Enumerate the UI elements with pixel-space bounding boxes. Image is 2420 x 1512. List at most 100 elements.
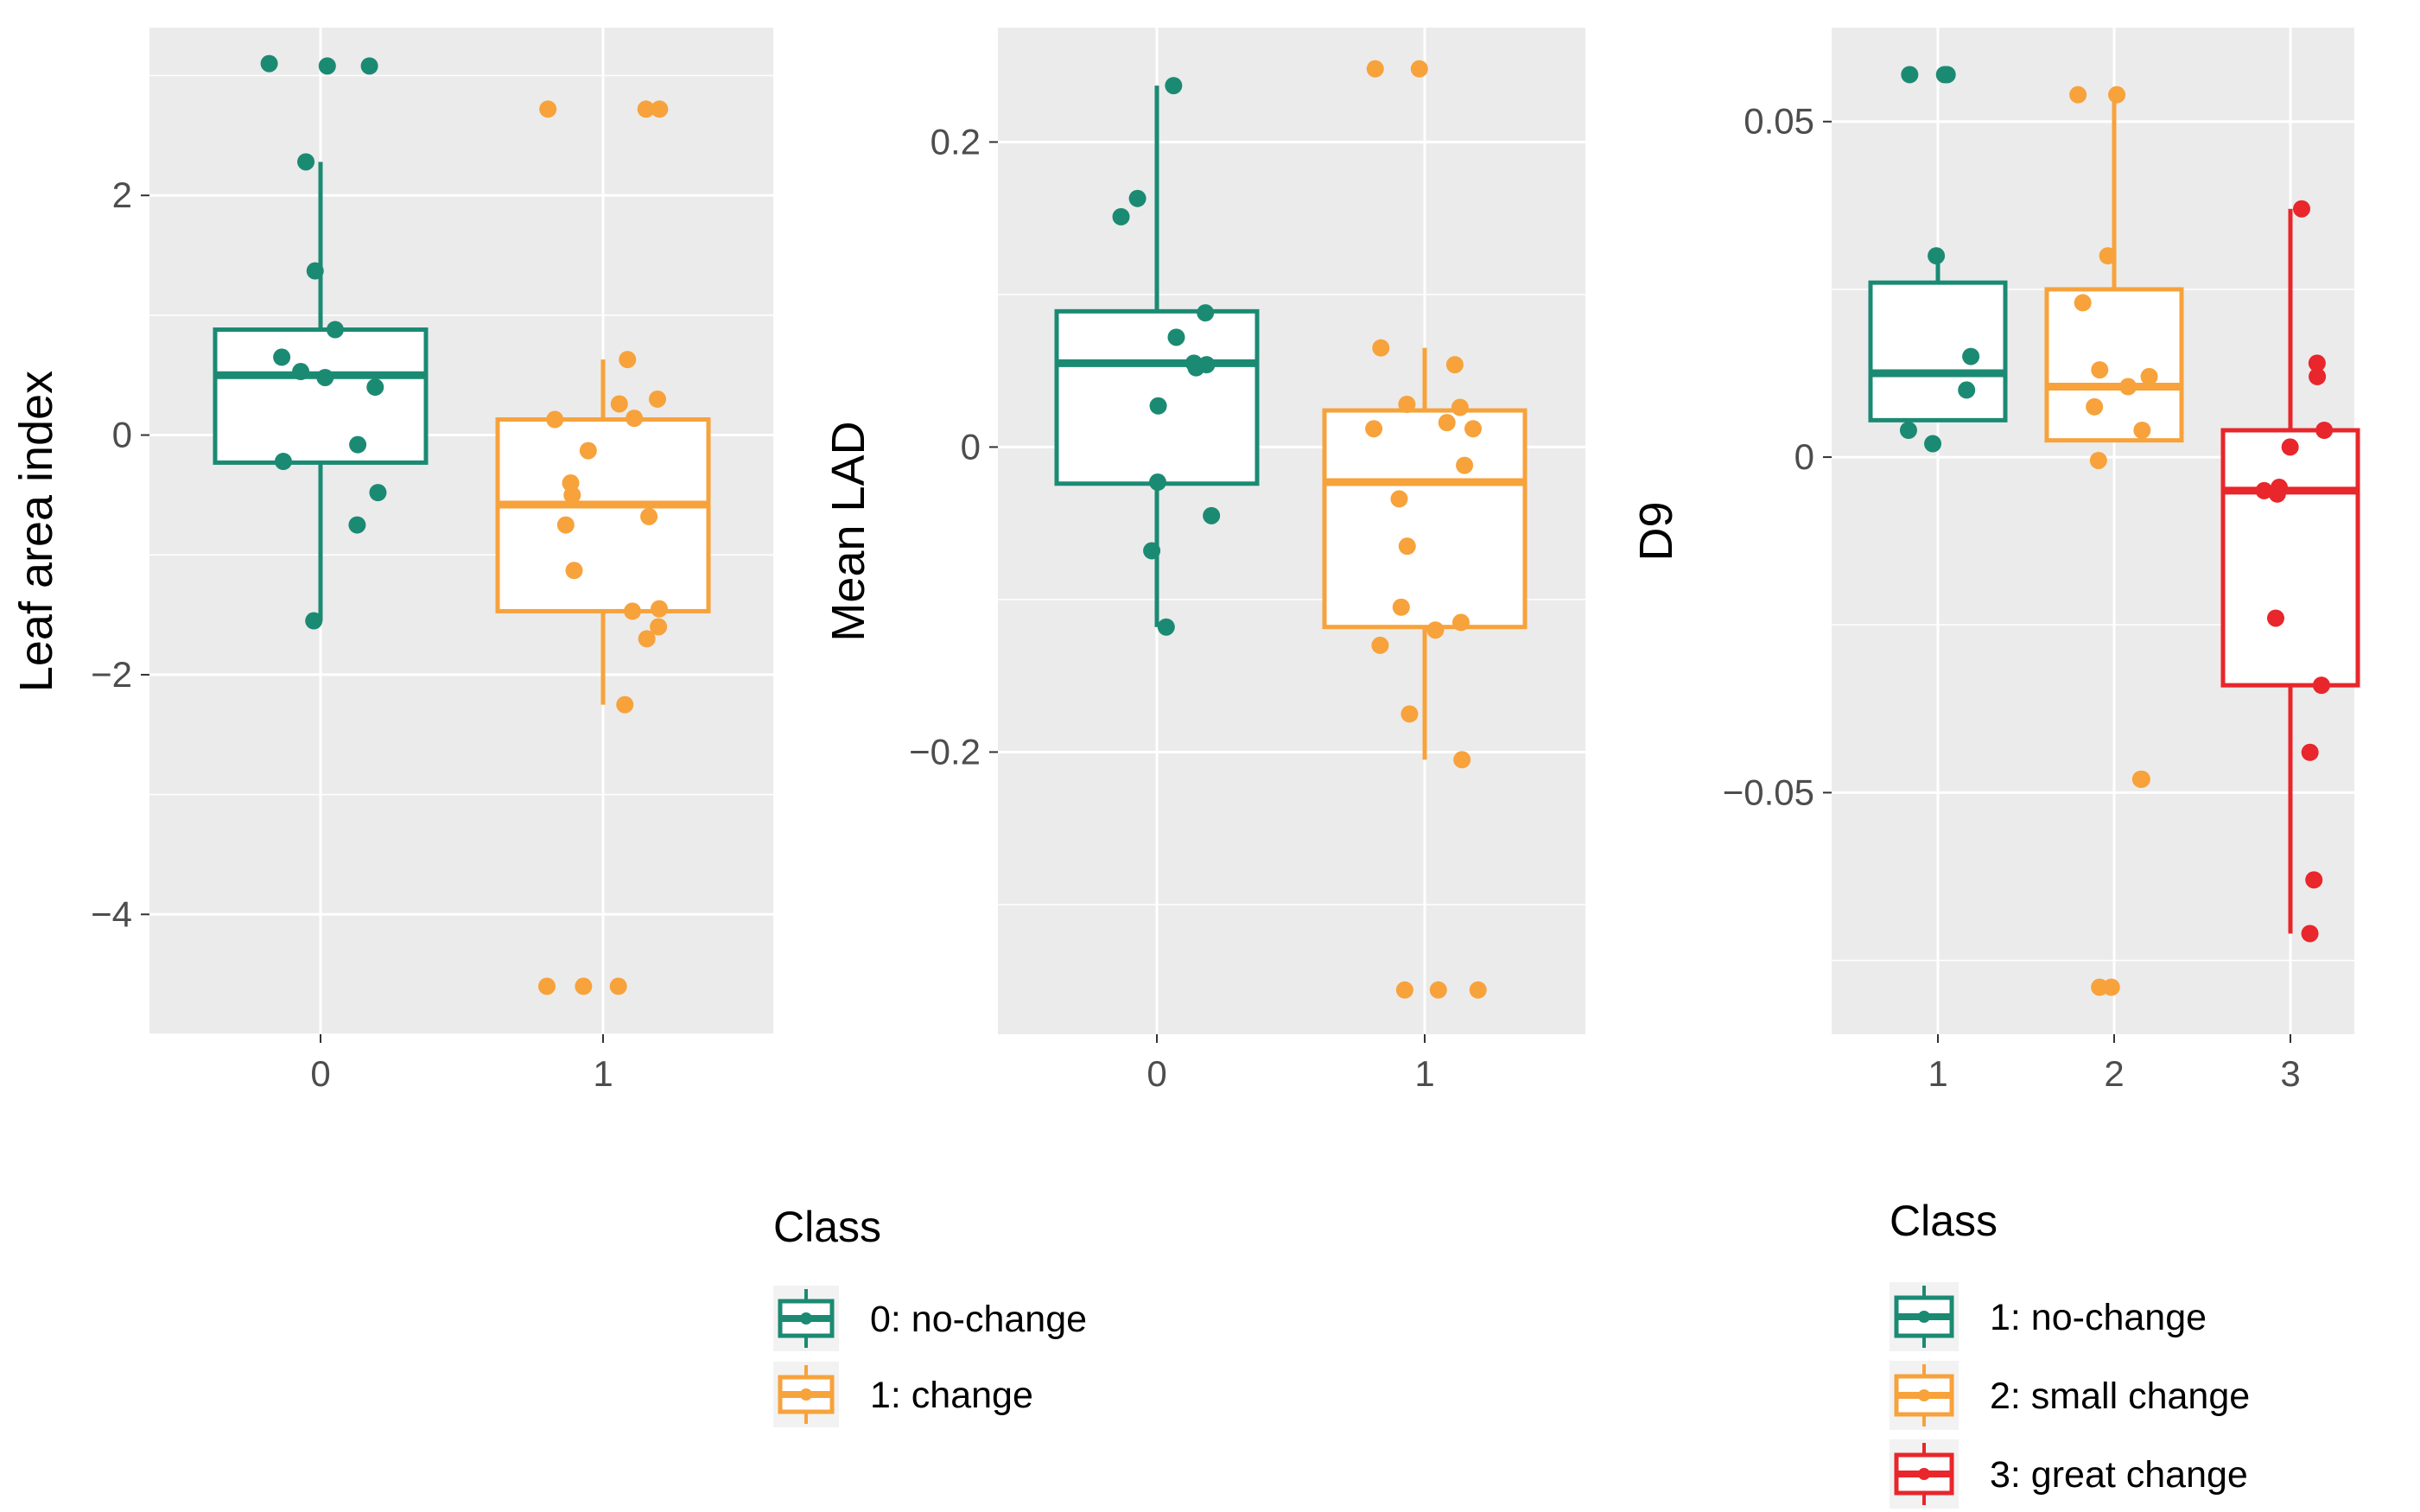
legend-label: 2: small change — [1990, 1375, 2250, 1417]
y-tick-label: 0.05 — [1744, 101, 1814, 142]
data-point — [610, 395, 628, 413]
data-point — [1398, 395, 1416, 413]
data-point — [2301, 743, 2319, 761]
data-point — [260, 54, 278, 73]
data-point — [1426, 621, 1445, 639]
data-point — [1143, 542, 1161, 560]
y-axis: 0.2 0 −0.2 — [909, 121, 998, 772]
data-point — [316, 368, 334, 386]
y-tick-label: −4 — [91, 893, 132, 934]
legend-items: 1: no-change 2: small change 3: great chan… — [1890, 1282, 2250, 1509]
data-point — [2255, 481, 2273, 499]
data-point — [369, 484, 387, 502]
data-point — [2133, 422, 2151, 439]
data-point — [2108, 86, 2126, 104]
data-point — [2293, 200, 2311, 218]
x-tick-label: 0 — [310, 1053, 330, 1094]
data-point — [651, 600, 669, 618]
box-group-1 — [1322, 60, 1528, 999]
legend-class-three-level: Class 1: no-change 2: small change 3: grea… — [1890, 1197, 2250, 1509]
data-point — [538, 977, 556, 995]
data-point — [579, 442, 597, 460]
y-tick-label: 0.2 — [931, 121, 981, 162]
data-point — [1924, 435, 1942, 453]
data-point — [1401, 705, 1419, 723]
data-point — [2309, 367, 2327, 385]
box-group-1 — [1868, 66, 2008, 453]
data-point — [1410, 60, 1428, 78]
data-point — [2102, 978, 2120, 996]
data-point — [1390, 490, 1408, 508]
box-group-0 — [213, 54, 429, 630]
y-tick-label: 0 — [1794, 436, 1814, 477]
box-group-1 — [495, 100, 711, 995]
data-point — [292, 363, 310, 381]
data-point — [1149, 397, 1167, 415]
legend-key-point — [1918, 1311, 1930, 1323]
data-point — [626, 410, 644, 428]
data-point — [1899, 422, 1917, 439]
x-tick-label: 1 — [593, 1053, 613, 1094]
x-tick-label: 0 — [1146, 1053, 1166, 1094]
data-point — [1958, 381, 1976, 399]
y-tick-label: 2 — [112, 175, 132, 215]
data-point — [1429, 981, 1447, 999]
legend-key-point — [1918, 1389, 1930, 1401]
data-point — [2086, 397, 2104, 416]
data-point — [1438, 414, 1456, 432]
data-marks — [1868, 66, 2360, 996]
y-axis: 0.05 0 −0.05 — [1723, 101, 1832, 812]
data-point — [1901, 66, 1919, 84]
data-point — [1167, 328, 1185, 346]
data-point — [1464, 420, 1483, 438]
data-point — [2315, 422, 2334, 439]
data-point — [650, 618, 668, 636]
y-tick-label: −0.2 — [909, 731, 981, 772]
legend-title: Class — [1890, 1197, 1998, 1245]
data-point — [1453, 751, 1471, 769]
box — [2044, 287, 2184, 443]
data-point — [2305, 871, 2323, 889]
data-point — [1962, 347, 1980, 365]
data-point — [1938, 66, 1956, 84]
data-point — [2091, 361, 2109, 379]
data-point — [2089, 451, 2107, 469]
data-point — [297, 153, 315, 171]
box — [213, 327, 429, 465]
y-axis-title: D9 — [1630, 501, 1682, 561]
legend-key — [1890, 1282, 1959, 1351]
data-point — [2281, 438, 2299, 456]
box — [1868, 280, 2008, 422]
y-axis-title: Leaf area index — [10, 371, 62, 692]
data-point — [1203, 506, 1221, 524]
data-point — [348, 516, 366, 534]
x-tick-label: 2 — [2104, 1053, 2124, 1094]
x-tick-label: 1 — [1414, 1053, 1434, 1094]
data-point — [1469, 981, 1487, 999]
box — [1322, 408, 1528, 630]
y-tick-label: 0 — [961, 426, 981, 467]
data-point — [306, 262, 324, 280]
legend-class-binary: Class 0: no-change 1: change — [773, 1203, 1087, 1427]
data-point — [619, 351, 637, 369]
box-group-0 — [1054, 77, 1260, 636]
data-point — [546, 410, 564, 429]
data-point — [1165, 77, 1183, 95]
data-marks — [213, 54, 711, 995]
data-point — [616, 696, 634, 714]
data-point — [2266, 609, 2284, 627]
data-point — [2140, 367, 2158, 385]
data-point — [360, 57, 378, 75]
data-point — [326, 321, 344, 339]
legend-label: 1: change — [870, 1375, 1033, 1416]
data-point — [2119, 378, 2137, 396]
data-point — [1112, 207, 1130, 226]
data-point — [609, 977, 627, 995]
data-point — [366, 378, 384, 397]
data-point — [1197, 304, 1215, 322]
x-tick-label: 1 — [1928, 1053, 1947, 1094]
legend-items: 0: no-change 1: change — [773, 1286, 1087, 1427]
data-point — [1371, 636, 1389, 654]
